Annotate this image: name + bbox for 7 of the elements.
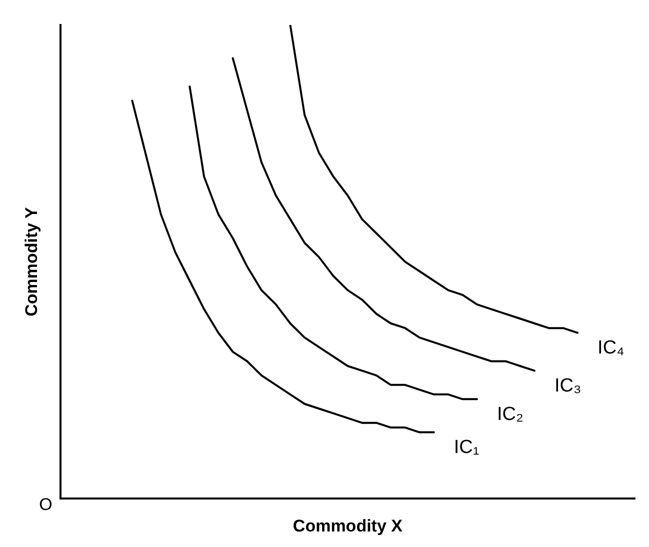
text: O (39, 494, 52, 514)
x-axis-title: Commodity X (292, 516, 404, 536)
series-label: IC₂ (496, 404, 524, 425)
y-axis-title: Commodity Y (22, 206, 41, 316)
series-label: IC₁ (454, 437, 480, 458)
series-label: IC₃ (554, 375, 582, 396)
series-label: IC₄ (598, 338, 625, 359)
